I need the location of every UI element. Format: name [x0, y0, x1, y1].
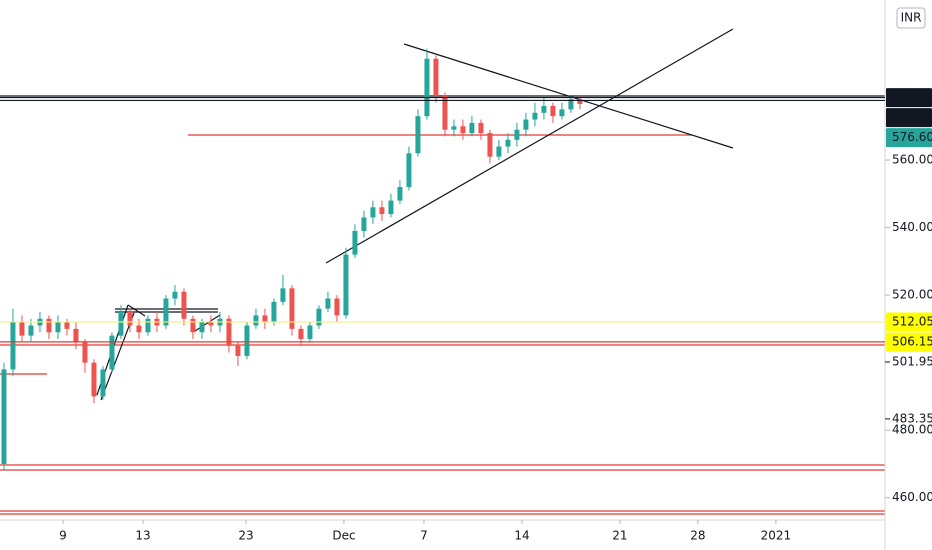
- candle-body: [577, 99, 583, 104]
- candle-body: [379, 207, 385, 215]
- candle-body: [460, 126, 466, 134]
- price-label: 512.05: [892, 314, 932, 328]
- candle-body: [568, 99, 574, 110]
- candle-body: [361, 217, 367, 231]
- candle-body: [91, 362, 97, 397]
- candle-body: [370, 207, 376, 218]
- trend-line: [325, 28, 734, 264]
- trend-line: [403, 43, 734, 149]
- price-label-box: [886, 88, 932, 108]
- candle-body: [406, 153, 412, 188]
- price-label-box: [886, 128, 932, 148]
- candle-body: [127, 312, 133, 326]
- candle-body: [397, 187, 403, 201]
- candle-body: [271, 301, 277, 323]
- candle-body: [523, 119, 529, 130]
- price-label-box: [886, 332, 932, 352]
- candle-body: [235, 345, 241, 356]
- candle-body: [19, 322, 25, 336]
- x-tick-label: 14: [514, 529, 529, 543]
- candle-body: [28, 325, 34, 336]
- candle-body: [289, 288, 295, 329]
- price-label: 506.15: [892, 334, 932, 348]
- candle-body: [298, 328, 304, 340]
- candle-body: [496, 146, 502, 157]
- candle-body: [352, 230, 358, 255]
- price-label: 576.60: [892, 130, 932, 144]
- candle-body: [559, 109, 565, 117]
- candle-body: [208, 322, 214, 326]
- price-label: 483.35: [892, 411, 932, 425]
- candle-body: [487, 133, 493, 157]
- y-tick-label: 560.00: [892, 153, 932, 167]
- y-tick-label: 540.00: [892, 220, 932, 234]
- price-label: 501.95: [892, 354, 932, 368]
- price-label-box: [886, 312, 932, 332]
- candle-body: [478, 122, 484, 134]
- candle-body: [100, 369, 106, 397]
- candle-body: [541, 106, 547, 113]
- candle-body: [109, 335, 115, 370]
- trend-line: [194, 314, 221, 332]
- candle-body: [388, 200, 394, 215]
- candle-body: [199, 322, 205, 333]
- candle-body: [469, 122, 475, 134]
- currency: INR: [901, 11, 922, 25]
- candle-body: [532, 112, 538, 120]
- candle-body: [226, 318, 232, 346]
- y-tick-label: 480.00: [892, 423, 932, 437]
- candle-body: [82, 342, 88, 363]
- candle-body: [343, 254, 349, 316]
- currency-badge[interactable]: [896, 7, 926, 29]
- candle-body: [181, 291, 187, 319]
- candle-body: [325, 298, 331, 309]
- trend-line: [100, 312, 135, 401]
- candle-body: [316, 308, 322, 326]
- candle-body: [262, 315, 268, 323]
- y-tick-label: 460.00: [892, 490, 932, 504]
- candle-body: [280, 288, 286, 302]
- x-tick-label: 21: [612, 529, 627, 543]
- x-tick-label: 7: [420, 529, 428, 543]
- candle-body: [55, 322, 61, 333]
- price-label: 578.50: [892, 90, 932, 104]
- candle-body: [73, 328, 79, 343]
- trend-line: [127, 304, 146, 317]
- candle-body: [136, 325, 142, 333]
- x-tick-label: Dec: [332, 529, 355, 543]
- candle-body: [244, 325, 250, 356]
- candle-body: [415, 116, 421, 154]
- price-label: 577.65: [892, 110, 932, 124]
- candle-body: [1, 369, 7, 464]
- candle-body: [334, 298, 340, 316]
- candle-body: [190, 318, 196, 333]
- x-tick-label: 23: [238, 529, 253, 543]
- candle-body: [451, 126, 457, 130]
- candle-body: [118, 312, 124, 336]
- candle-body: [172, 291, 178, 299]
- x-tick-label: 13: [135, 529, 150, 543]
- candle-body: [514, 129, 520, 140]
- candle-body: [253, 315, 259, 326]
- candle-body: [163, 298, 169, 326]
- candle-body: [433, 58, 439, 96]
- candle-body: [550, 106, 556, 117]
- candle-body: [64, 322, 70, 329]
- candle-body: [505, 139, 511, 147]
- x-tick-label: 28: [690, 529, 705, 543]
- x-tick-label: 2021: [761, 529, 792, 543]
- candle-body: [424, 58, 430, 117]
- price-label-box: [886, 108, 932, 128]
- candle-body: [307, 325, 313, 340]
- candle-body: [145, 318, 151, 333]
- candle-body: [46, 318, 52, 333]
- candle-body: [442, 95, 448, 130]
- x-tick-label: 9: [59, 529, 67, 543]
- y-tick-label: 520.00: [892, 288, 932, 302]
- candle-body: [10, 322, 16, 370]
